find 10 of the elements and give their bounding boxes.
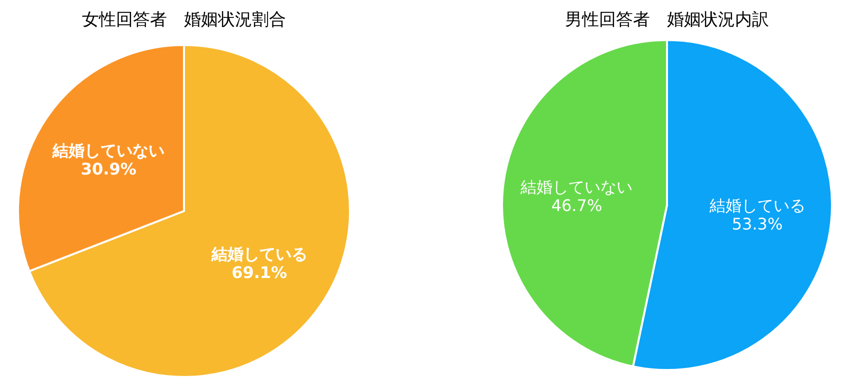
- data-label: 30.9%: [80, 160, 136, 179]
- slice-label: 結婚していない: [520, 177, 633, 196]
- slice-label: 結婚していない: [52, 141, 165, 160]
- data-label: 69.1%: [232, 262, 288, 282]
- slice-label: 結婚している: [708, 196, 806, 216]
- slice-label: 結婚している: [210, 244, 308, 264]
- data-label: 46.7%: [551, 196, 602, 215]
- chart-title: 男性回答者 婚姻状況内訳: [565, 10, 769, 30]
- chart-title: 女性回答者 婚姻状況割合: [82, 10, 286, 30]
- data-label: 53.3%: [732, 214, 783, 234]
